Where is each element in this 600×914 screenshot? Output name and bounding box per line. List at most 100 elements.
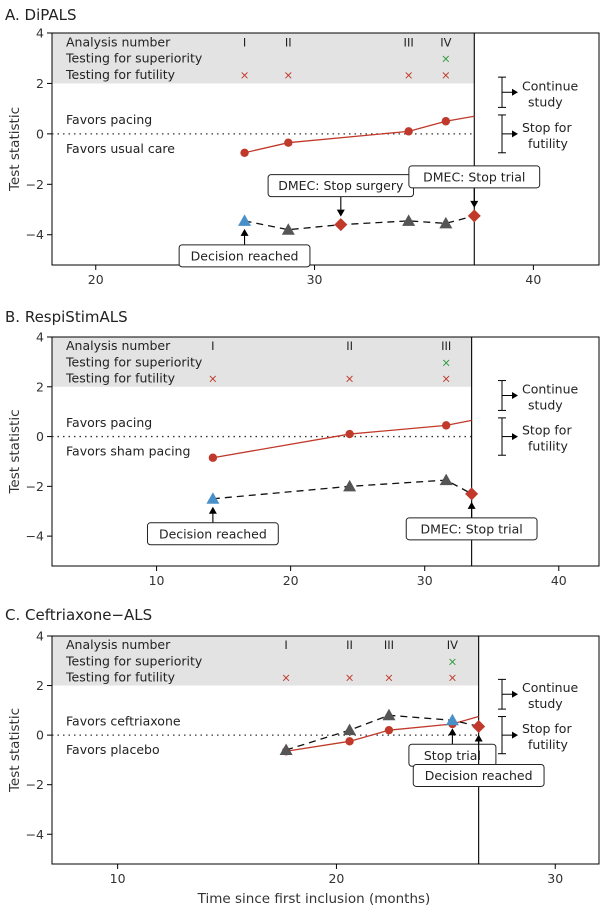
- side-label-line: Continue: [522, 381, 579, 396]
- side-label-line: Stop for: [522, 423, 572, 438]
- analysis-number: I: [211, 339, 214, 353]
- y-tick-label: 2: [36, 379, 44, 394]
- info-shade: [52, 636, 479, 686]
- futility-mark: ×: [384, 670, 394, 684]
- y-tick-label: 2: [36, 678, 44, 693]
- superiority-mark: ×: [448, 654, 458, 668]
- y-axis-label: Test statistic: [7, 708, 23, 793]
- boundary-marker-triangle: [439, 216, 453, 229]
- boundary-marker-triangle: [343, 479, 357, 492]
- info-shade: [52, 33, 475, 84]
- futility-mark: ×: [283, 68, 293, 82]
- side-label-line: futility: [528, 136, 569, 151]
- analysis-number: II: [285, 35, 292, 49]
- boundary-marker-triangle: [382, 708, 396, 721]
- side-label-line: Stop for: [522, 721, 572, 736]
- side-arrow-head: [512, 731, 518, 739]
- panel-label: B. RespiStimALS: [5, 308, 128, 326]
- y-tick-label: 4: [36, 629, 44, 644]
- y-tick-label: 0: [36, 429, 44, 444]
- x-tick-label: 20: [88, 272, 104, 287]
- superiority-mark: ×: [441, 355, 451, 369]
- side-arrow-head: [512, 433, 518, 441]
- side-arrow-head: [512, 130, 518, 138]
- futility-mark: ×: [441, 68, 451, 82]
- row-label-superiority: Testing for superiority: [65, 51, 203, 66]
- analysis-number: IV: [440, 35, 451, 49]
- callout-arrow-head: [467, 501, 476, 509]
- y-tick-label: 0: [36, 126, 44, 141]
- side-arrow-head: [512, 391, 518, 399]
- callout-arrow-head: [240, 228, 249, 236]
- boundary-series-line: [244, 215, 475, 231]
- info-shade: [52, 337, 472, 387]
- callout-arrow-head: [208, 506, 217, 514]
- x-tick-label: 30: [307, 272, 323, 287]
- x-tick-label: 40: [525, 272, 541, 287]
- analysis-number: II: [346, 339, 353, 353]
- favors-top-label: Favors ceftriaxone: [66, 714, 181, 729]
- boundary-marker-triangle: [439, 473, 453, 486]
- y-tick-label: −2: [26, 479, 44, 494]
- primary-series-point: [345, 429, 354, 439]
- boundary-marker-triangle: [238, 214, 252, 226]
- boundary-marker-diamond: [472, 719, 486, 733]
- y-tick-label: −4: [26, 227, 44, 242]
- side-label-line: futility: [528, 737, 569, 752]
- callout-label: Stop trial: [424, 748, 481, 763]
- row-label-analysis-number: Analysis number: [66, 34, 171, 49]
- side-label-line: study: [528, 397, 563, 412]
- primary-series-point: [284, 138, 293, 147]
- y-tick-label: 0: [36, 728, 44, 743]
- futility-mark: ×: [345, 372, 355, 386]
- boundary-marker-triangle: [402, 214, 416, 226]
- favors-bottom-label: Favors sham pacing: [66, 444, 190, 459]
- y-tick-label: 4: [36, 26, 44, 41]
- futility-mark: ×: [448, 670, 458, 684]
- primary-series-point: [384, 725, 394, 735]
- primary-series-point: [441, 117, 451, 126]
- futility-mark: ×: [208, 372, 218, 386]
- analysis-number: IV: [447, 638, 458, 652]
- primary-series-point: [404, 127, 413, 136]
- callout-arrow-head: [336, 209, 345, 217]
- side-label-line: Stop for: [522, 120, 572, 135]
- y-tick-label: −4: [26, 529, 44, 544]
- panel-label: A. DiPALS: [5, 6, 76, 24]
- futility-mark: ×: [240, 68, 250, 82]
- analysis-number: III: [384, 638, 394, 652]
- primary-series-line: [244, 115, 475, 154]
- callout-label: Decision reached: [191, 248, 299, 263]
- boundary-marker-triangle: [281, 223, 295, 235]
- futility-mark: ×: [441, 372, 451, 386]
- callout-arrow-head: [448, 728, 457, 736]
- primary-series-line: [212, 419, 472, 459]
- boundary-marker-diamond: [467, 209, 481, 223]
- boundary-marker-triangle: [343, 723, 357, 736]
- callout-arrow-head: [470, 200, 479, 208]
- row-label-superiority: Testing for superiority: [65, 653, 203, 668]
- x-tick-label: 30: [417, 573, 433, 588]
- analysis-number: I: [243, 35, 246, 49]
- callout-label: Decision reached: [159, 526, 267, 541]
- row-label-futility: Testing for futility: [65, 371, 176, 386]
- boundary-marker-diamond: [465, 487, 479, 501]
- row-label-futility: Testing for futility: [65, 669, 176, 684]
- plot-frame: [51, 32, 600, 266]
- x-tick-label: 10: [110, 871, 126, 886]
- callout-label: DMEC: Stop trial: [421, 521, 523, 536]
- analysis-number: II: [346, 638, 353, 652]
- favors-bottom-label: Favors placebo: [66, 742, 160, 757]
- panel-label: C. Ceftriaxone−ALS: [5, 606, 152, 624]
- side-label-line: Continue: [522, 78, 579, 93]
- row-label-superiority: Testing for superiority: [65, 354, 203, 369]
- row-label-analysis-number: Analysis number: [66, 637, 171, 652]
- futility-mark: ×: [345, 670, 355, 684]
- analysis-number: III: [441, 339, 451, 353]
- boundary-marker-diamond: [334, 218, 348, 232]
- plot-frame: [51, 635, 600, 865]
